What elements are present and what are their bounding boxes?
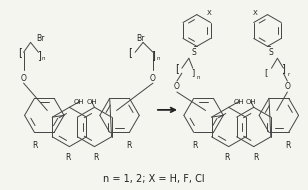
Text: n: n xyxy=(42,56,45,61)
Text: O: O xyxy=(150,74,156,83)
Text: R: R xyxy=(253,153,258,162)
Text: Br: Br xyxy=(36,34,45,43)
Text: R: R xyxy=(224,153,229,162)
Text: X: X xyxy=(253,10,258,16)
Text: [: [ xyxy=(18,47,22,57)
Text: OH: OH xyxy=(87,99,97,105)
Text: Br: Br xyxy=(136,34,144,43)
Text: O: O xyxy=(285,82,290,91)
Text: OH: OH xyxy=(246,99,256,105)
Text: R: R xyxy=(33,141,38,150)
Text: S: S xyxy=(192,48,196,57)
Text: R: R xyxy=(65,153,70,162)
Text: [: [ xyxy=(128,47,132,57)
Text: OH: OH xyxy=(233,99,244,105)
Text: R: R xyxy=(285,141,290,150)
Text: ]: ] xyxy=(191,68,194,77)
Text: r: r xyxy=(287,72,290,77)
Text: [: [ xyxy=(264,68,267,77)
Text: R: R xyxy=(126,141,131,150)
Text: O: O xyxy=(21,74,26,83)
Text: n = 1, 2; X = H, F, Cl: n = 1, 2; X = H, F, Cl xyxy=(103,174,205,184)
Text: n: n xyxy=(196,75,200,80)
Text: ]: ] xyxy=(282,63,285,73)
Text: X: X xyxy=(206,10,211,16)
Text: n: n xyxy=(156,56,160,61)
Text: O: O xyxy=(174,82,180,91)
Text: ]: ] xyxy=(37,50,40,60)
Text: S: S xyxy=(268,48,273,57)
Text: ]: ] xyxy=(151,50,155,60)
Text: OH: OH xyxy=(74,99,85,105)
Text: R: R xyxy=(94,153,99,162)
Text: [: [ xyxy=(175,63,179,73)
Text: R: R xyxy=(192,141,197,150)
